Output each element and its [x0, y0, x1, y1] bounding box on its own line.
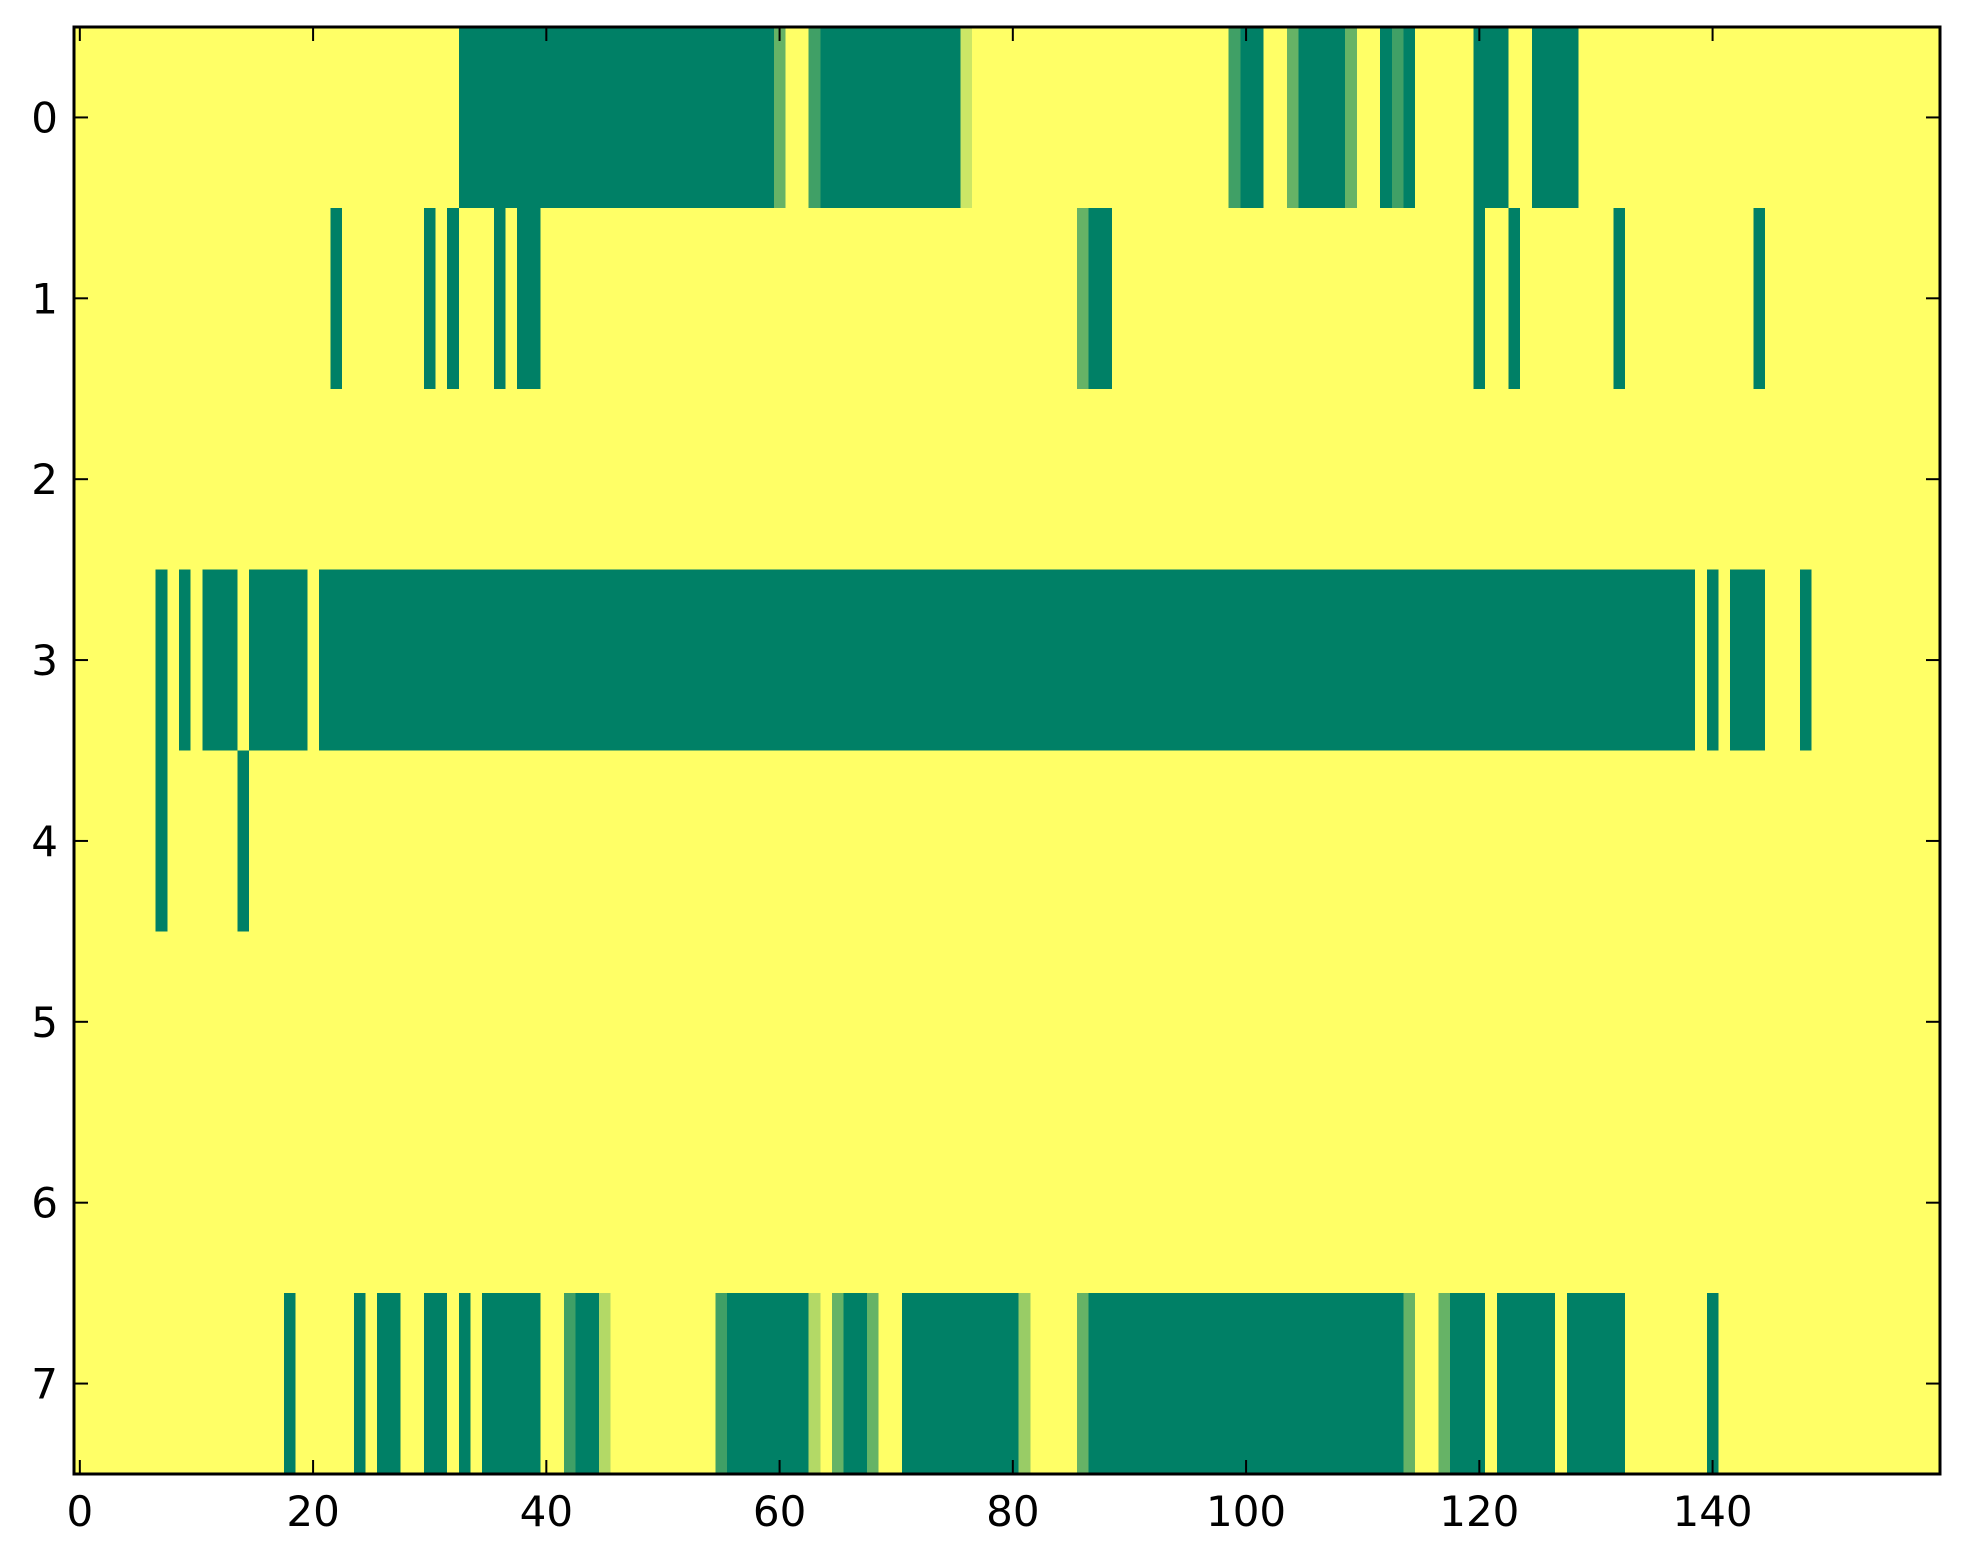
heatmap-cell-row-7-run-9	[715, 1293, 728, 1475]
heatmap-cell-row-7-run-2	[377, 1293, 401, 1475]
y-tick-label-7: 7	[31, 1360, 58, 1409]
heatmap-cell-row-3-run-4	[318, 569, 1696, 751]
heatmap-cell-row-7-run-23	[1566, 1293, 1626, 1475]
heatmap-cell-row-1-run-2	[447, 207, 459, 389]
heatmap-cell-row-7-run-7	[575, 1293, 599, 1475]
heatmap-cell-row-0-run-3	[820, 27, 961, 208]
heatmap-cell-row-0-run-4	[960, 27, 973, 208]
axis-ticks	[74, 27, 1940, 1474]
heatmap-cell-row-7-run-4	[458, 1293, 471, 1475]
y-tick-label-1: 1	[31, 274, 58, 323]
x-tick-label-0: 0	[66, 1487, 93, 1536]
heatmap-cell-row-7-run-6	[563, 1293, 576, 1475]
heatmap-cell-row-0-run-10	[1380, 27, 1392, 208]
heatmap-cell-row-1-run-0	[330, 207, 343, 389]
heatmap-cell-row-7-run-0	[283, 1293, 296, 1475]
x-tick-label-120: 120	[1439, 1487, 1519, 1536]
heatmap-cell-row-0-run-6	[1240, 27, 1264, 208]
x-tick-label-80: 80	[986, 1487, 1039, 1536]
heatmap-cell-row-7-run-13	[843, 1293, 868, 1475]
heatmap-cell-row-1-run-10	[1753, 207, 1766, 389]
heatmap-cell-row-1-run-1	[423, 207, 436, 389]
x-tick-label-20: 20	[286, 1487, 339, 1536]
heatmap-cell-row-1-run-3	[493, 207, 506, 389]
heatmap-cell-row-3-run-6	[1730, 569, 1766, 751]
x-tick-label-40: 40	[520, 1487, 573, 1536]
x-tick-label-140: 140	[1672, 1487, 1752, 1536]
plot-frame	[72, 25, 1942, 1476]
heatmap-cell-row-1-run-9	[1613, 207, 1626, 389]
x-tick-label-100: 100	[1206, 1487, 1286, 1536]
heatmap-cell-row-4-run-1	[237, 750, 249, 932]
heatmap-cell-row-3-run-5	[1706, 569, 1719, 751]
x-tick-label-60: 60	[753, 1487, 806, 1536]
heatmap-cell-row-7-run-16	[1018, 1293, 1031, 1475]
heatmap-cell-row-0-run-13	[1473, 27, 1509, 208]
heatmap-cell-row-3-run-1	[178, 569, 191, 751]
heatmap-cell-row-7-run-15	[902, 1293, 1019, 1475]
heatmap-cell-row-3-run-0	[155, 569, 168, 751]
heatmap-cell-row-0-run-5	[1228, 27, 1241, 208]
heatmap-cell-row-0-run-1	[773, 27, 786, 208]
heatmap-cell-row-7-run-12	[832, 1293, 844, 1475]
plot-area	[72, 25, 1942, 1476]
heatmap-cell-row-7-run-20	[1438, 1293, 1451, 1475]
heatmap-cell-row-7-run-21	[1450, 1293, 1486, 1475]
heatmap-cell-row-7-run-5	[482, 1293, 541, 1475]
heatmap-cell-row-3-run-2	[202, 569, 238, 751]
y-tick-label-0: 0	[31, 93, 58, 142]
heatmap-cells	[155, 27, 1812, 1475]
y-tick-label-2: 2	[31, 455, 58, 504]
heatmap-cell-row-3-run-7	[1800, 569, 1812, 751]
heatmap-cell-row-4-run-0	[155, 750, 168, 932]
heatmap-cell-row-3-run-3	[248, 569, 308, 751]
heatmap-cell-row-7-run-19	[1403, 1293, 1416, 1475]
heatmap-cell-row-7-run-8	[598, 1293, 611, 1475]
heatmap-cell-row-1-run-5	[1076, 207, 1089, 389]
heatmap-cell-row-7-run-17	[1076, 1293, 1089, 1475]
heatmap-cell-row-0-run-11	[1391, 27, 1404, 208]
heatmap-cell-row-7-run-22	[1496, 1293, 1556, 1475]
heatmap-cell-row-1-run-4	[517, 207, 541, 389]
heatmap-cell-row-7-run-18	[1088, 1293, 1404, 1475]
heatmap-cell-row-0-run-2	[808, 27, 821, 208]
heatmap-cell-row-7-run-3	[423, 1293, 448, 1475]
heatmap-cell-row-1-run-7	[1473, 207, 1486, 389]
heatmap-cell-row-0-run-7	[1286, 27, 1299, 208]
y-tick-label-4: 4	[31, 817, 58, 866]
heatmap-cell-row-0-run-9	[1345, 27, 1357, 208]
heatmap-cell-row-7-run-24	[1706, 1293, 1719, 1475]
heatmap-cell-row-0-run-12	[1403, 27, 1416, 208]
heatmap-cell-row-7-run-11	[808, 1293, 821, 1475]
heatmap-cell-row-0-run-14	[1531, 27, 1579, 208]
y-tick-label-5: 5	[31, 998, 58, 1047]
x-tick-labels: 0 20 40 60 80 100 120 140	[66, 1487, 1752, 1536]
heatmap-cell-row-7-run-1	[353, 1293, 366, 1475]
heatmap-cell-row-1-run-6	[1088, 207, 1112, 389]
heatmap-cell-row-0-run-8	[1298, 27, 1346, 208]
heatmap-cell-row-7-run-14	[867, 1293, 879, 1475]
y-tick-label-3: 3	[31, 636, 58, 685]
heatmap-cell-row-1-run-8	[1508, 207, 1521, 389]
heatmap-cell-row-0-run-0	[458, 27, 774, 208]
heatmap-cell-row-7-run-10	[727, 1293, 809, 1475]
y-tick-label-6: 6	[31, 1179, 58, 1228]
y-tick-labels: 0 1 2 3 4 5 6 7	[31, 93, 58, 1408]
